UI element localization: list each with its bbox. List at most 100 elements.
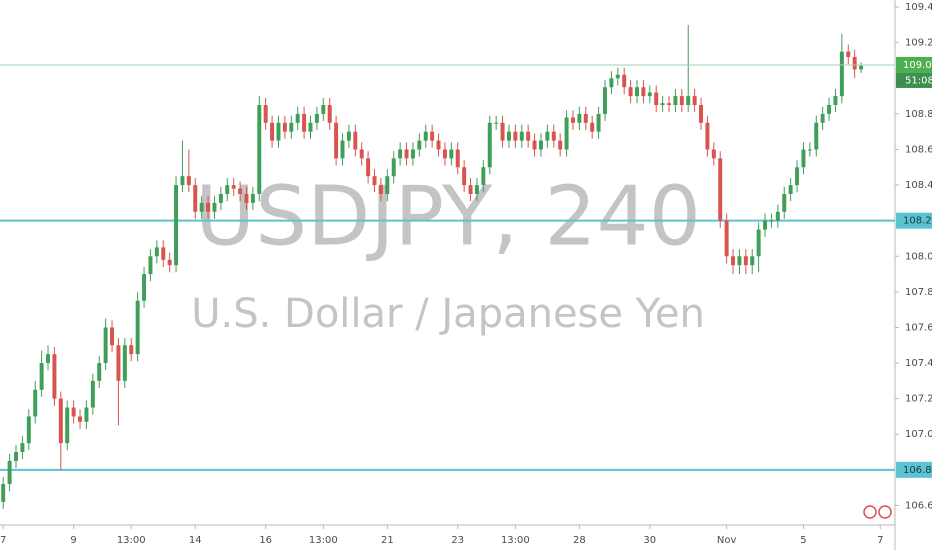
candle-body [641, 87, 646, 97]
candle-body [174, 185, 179, 266]
candle-body [20, 443, 25, 453]
x-tick-label: 7 [877, 535, 883, 546]
level-label-box [896, 461, 932, 478]
candle-body [282, 122, 287, 132]
x-tick-label: 30 [643, 535, 656, 546]
watermark-subtitle: U.S. Dollar / Japanese Yen [191, 291, 705, 337]
candle-body [404, 149, 409, 159]
candle-body [839, 51, 844, 97]
candle-body [257, 105, 262, 194]
candle-body [551, 131, 556, 141]
x-tick-label: 5 [800, 535, 806, 546]
watermark: USDJPY, 240 [195, 169, 701, 264]
x-tick-label: 14 [189, 535, 202, 546]
y-tick-label: 108.800 [905, 109, 932, 120]
x-tick-label: 9 [70, 535, 76, 546]
candle-body [314, 113, 319, 123]
candle-body [26, 416, 31, 444]
candle-body [276, 122, 281, 141]
x-tick-label: 7 [0, 535, 6, 546]
candle-body [90, 380, 95, 408]
x-tick-label: 16 [259, 535, 272, 546]
candle-body [750, 256, 755, 266]
candle-body [231, 185, 236, 189]
candle-body [820, 113, 825, 123]
candle-body [583, 113, 588, 123]
candle-body [487, 122, 492, 168]
candle-body [814, 122, 819, 150]
candle-body [39, 363, 44, 390]
candle-body [295, 113, 300, 123]
candle-body [14, 452, 18, 461]
candle-body [71, 407, 76, 417]
candle-body [449, 149, 454, 159]
candle-body [372, 176, 377, 186]
candle-body [359, 149, 364, 159]
candle-body [731, 256, 736, 266]
candle-body [494, 122, 499, 124]
candle-body [302, 113, 307, 132]
candle-body [346, 131, 351, 141]
candle-body [58, 398, 63, 444]
y-tick-label: 107.400 [905, 358, 932, 369]
candle-body [410, 149, 415, 159]
y-tick-label: 107.200 [905, 394, 932, 405]
candle-body [775, 211, 780, 221]
candle-body [423, 131, 428, 141]
candle-body [827, 105, 832, 114]
candle-body [801, 149, 806, 168]
candle-body [135, 300, 140, 355]
candle-body [526, 131, 531, 141]
y-tick-label: 108.600 [905, 144, 932, 155]
candle-body [308, 122, 313, 132]
candle-body [500, 122, 505, 141]
countdown-label: 51:08 [905, 75, 932, 86]
candle-body [270, 122, 275, 141]
candle-body [519, 131, 524, 141]
candle-body [737, 256, 742, 266]
candle-body [103, 327, 108, 364]
candles [1, 24, 864, 509]
candle-body [603, 87, 607, 114]
candle-body [289, 122, 294, 132]
x-tick-label: 21 [381, 535, 394, 546]
candle-body [97, 363, 102, 381]
last-price-box [896, 56, 932, 73]
candle-body [327, 105, 332, 123]
candle-body [647, 92, 652, 97]
candle-body [609, 78, 614, 88]
candle-body [481, 167, 486, 186]
candle-body [782, 193, 787, 212]
y-tick-label: 107.800 [905, 287, 932, 298]
last-price-label: 109.075 [903, 60, 932, 71]
candle-body [52, 354, 57, 399]
candle-body [417, 140, 422, 150]
candle-body [615, 74, 620, 79]
candle-body [366, 158, 371, 177]
y-tick-label: 109.200 [905, 38, 932, 49]
candle-body [238, 188, 243, 194]
candle-body [859, 65, 864, 70]
candle-body [538, 140, 543, 150]
candle-body [667, 103, 671, 105]
candle-body [398, 149, 403, 159]
y-tick-label: 107.600 [905, 322, 932, 333]
candle-body [129, 345, 134, 355]
level-label: 106.800 [903, 465, 932, 476]
candle-body [148, 256, 153, 275]
y-tick-label: 107.000 [905, 429, 932, 440]
level-label-box [896, 212, 932, 229]
candle-body [212, 202, 217, 212]
candle-body [218, 193, 223, 203]
x-tick-label: 13:00 [501, 535, 530, 546]
candle-body [788, 185, 793, 194]
candle-body [436, 140, 441, 150]
y-tick-label: 108.400 [905, 180, 932, 191]
x-tick-label: 23 [451, 535, 464, 546]
x-tick-label: Nov [717, 535, 737, 546]
x-tick-label: 13:00 [117, 535, 146, 546]
candle-body [846, 51, 851, 57]
candle-body [673, 96, 678, 105]
candle-body [833, 96, 838, 105]
